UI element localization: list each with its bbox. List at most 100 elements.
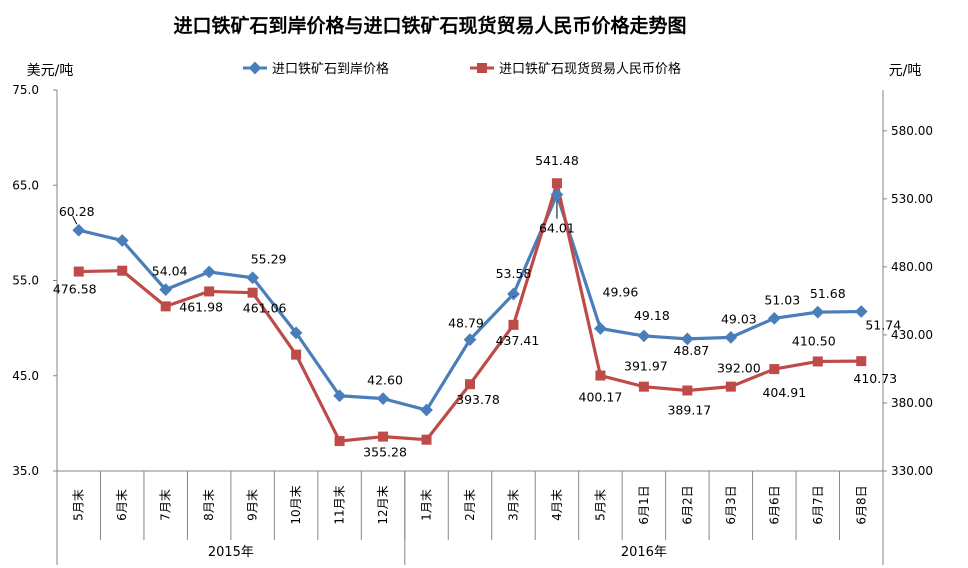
- series-2-data-label: 476.58: [53, 282, 97, 297]
- series-1-data-label: 42.60: [367, 373, 403, 388]
- legend: 进口铁矿石到岸价格 进口铁矿石现货贸易人民币价格: [243, 61, 681, 77]
- series-2-point: [682, 385, 693, 396]
- series-1-data-label: 49.18: [634, 308, 670, 323]
- series-2-point: [204, 286, 215, 297]
- category-label: 10月末: [289, 485, 303, 524]
- category-label: 7月末: [159, 489, 173, 521]
- left-tick-label: 45.0: [12, 369, 39, 383]
- category-label: 4月末: [550, 489, 564, 521]
- series-1-point: [724, 331, 738, 344]
- right-tick-label: 580.00: [891, 124, 933, 138]
- series-1-data-label: 51.03: [764, 292, 800, 307]
- series-2-point: [291, 349, 302, 360]
- series-1-point: [594, 322, 607, 335]
- right-tick-label: 480.00: [891, 260, 933, 274]
- series-1-point: [202, 265, 216, 279]
- series-2-point: [421, 434, 432, 445]
- category-label: 9月末: [246, 489, 260, 521]
- category-label: 12月末: [376, 485, 390, 524]
- category-label: 6月1日: [637, 485, 651, 524]
- category-label: 6月7日: [811, 485, 825, 524]
- series-2-data-label: 404.91: [762, 385, 806, 400]
- series-2-data-label: 400.17: [579, 390, 623, 405]
- series-1-point: [811, 305, 825, 319]
- axes: 35.0 45.0 55.0 65.0 75.0 330.00 380.00 430.00 48…: [12, 83, 933, 565]
- series-2-point: [769, 364, 780, 375]
- series-1-data-label: 51.68: [810, 286, 846, 301]
- series-2-point: [508, 319, 519, 330]
- year-group-label: 2016年: [621, 545, 667, 560]
- right-tick-label: 380.00: [891, 396, 933, 410]
- legend-marker-series-1: [248, 61, 262, 75]
- series-2-data-label: 392.00: [717, 361, 761, 376]
- series-2-point: [638, 381, 649, 392]
- category-label: 6月8日: [854, 485, 868, 524]
- series-1-point: [767, 311, 781, 325]
- legend-label-series-1: 进口铁矿石到岸价格: [272, 61, 389, 77]
- category-label: 6月3日: [724, 485, 738, 524]
- category-label: 6月2日: [680, 485, 694, 524]
- category-label: 3月末: [506, 489, 520, 521]
- series-1-data-label: 54.04: [152, 264, 188, 279]
- series-1-point: [420, 403, 433, 417]
- leader-line: [72, 215, 78, 225]
- category-label: 1月末: [420, 489, 434, 521]
- series-2-data-label: 391.97: [624, 359, 668, 374]
- series-2-point: [595, 370, 606, 381]
- series-2-data-label: 410.50: [792, 333, 836, 348]
- category-label: 6月6日: [767, 485, 781, 524]
- series-2-point: [725, 381, 736, 392]
- series-1-point: [246, 271, 259, 285]
- series-1-data-label: 64.01: [539, 221, 575, 236]
- series-1-point: [854, 305, 868, 318]
- right-axis-unit: 元/吨: [889, 63, 922, 79]
- series-2-point: [73, 266, 84, 277]
- series-2-data-label: 461.98: [179, 299, 223, 314]
- series-1-point: [72, 223, 86, 237]
- series-1-point: [115, 234, 129, 247]
- series-2-data-label: 541.48: [535, 153, 579, 168]
- series-2-point: [334, 436, 345, 447]
- series-2-point: [812, 356, 823, 367]
- category-label: 5月末: [72, 489, 86, 521]
- series-2-data-label: 437.41: [496, 333, 540, 348]
- legend-label-series-2: 进口铁矿石现货贸易人民币价格: [499, 61, 681, 77]
- series-2-data-label: 410.73: [853, 371, 897, 386]
- series-1-point: [159, 283, 173, 297]
- series-1-data-label: 60.28: [59, 204, 95, 219]
- left-tick-label: 55.0: [12, 274, 39, 288]
- left-axis-unit: 美元/吨: [27, 63, 74, 79]
- chart-title: 进口铁矿石到岸价格与进口铁矿石现货贸易人民币价格走势图: [173, 14, 686, 37]
- left-tick-label: 35.0: [12, 464, 39, 478]
- series-2-data-label: 393.78: [456, 392, 500, 407]
- series-1-data-label: 51.74: [865, 318, 901, 333]
- year-group-label: 2015年: [208, 545, 254, 560]
- category-label: 8月末: [202, 489, 216, 521]
- series-1-data-label: 53.58: [496, 266, 532, 281]
- series-2-point: [378, 431, 389, 442]
- category-label: 2月末: [463, 489, 477, 521]
- category-label: 5月末: [593, 489, 607, 521]
- category-label: 6月末: [115, 489, 129, 521]
- right-tick-label: 330.00: [891, 464, 933, 478]
- series-1-point: [637, 329, 651, 343]
- series-1-point: [289, 326, 303, 340]
- series-2-data-label: 389.17: [667, 402, 711, 417]
- series-2-point: [551, 178, 562, 189]
- series-1-data-label: 49.03: [721, 311, 757, 326]
- left-tick-label: 65.0: [12, 178, 39, 192]
- series-1-data-label: 49.96: [603, 285, 639, 300]
- data-labels: 60.28 54.04 55.29 42.60 48.79 53.58 64.01 49.96…: [53, 153, 901, 459]
- left-tick-label: 75.0: [12, 83, 39, 97]
- series-1-data-label: 48.87: [673, 343, 709, 358]
- series-2-point: [117, 265, 128, 276]
- series-2-data-label: 461.06: [243, 301, 287, 316]
- series-1-data-label: 48.79: [448, 316, 484, 331]
- right-tick-label: 430.00: [891, 328, 933, 342]
- series-1-data-label: 55.29: [251, 252, 287, 267]
- series-2-point: [465, 379, 475, 390]
- series-1-point: [376, 392, 390, 405]
- right-tick-label: 530.00: [891, 192, 933, 206]
- series-1-point: [333, 389, 346, 403]
